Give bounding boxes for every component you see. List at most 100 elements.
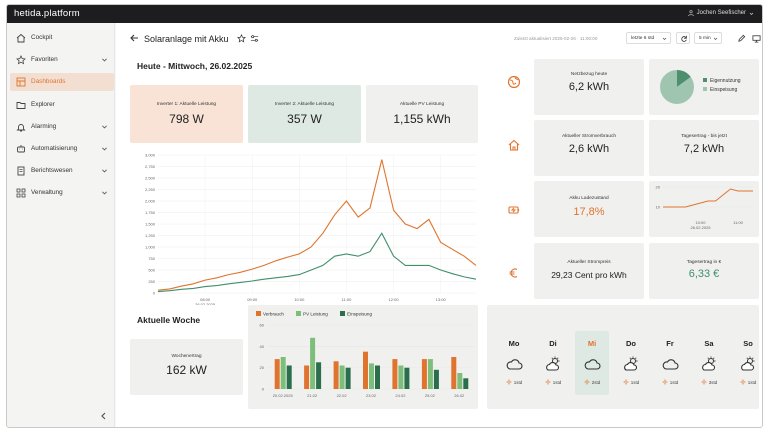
tagesertrag-card: Tagesertrag - bis jetzt 7,2 kWh — [649, 120, 759, 176]
star-icon — [16, 55, 26, 65]
settings-sliders-icon[interactable] — [250, 34, 259, 43]
y-tick-label: 2,750 — [145, 164, 156, 169]
sidebar-item-dashboards[interactable]: Dashboards — [10, 73, 114, 92]
sidebar-item-cockpit[interactable]: Cockpit — [10, 29, 114, 47]
strompreis-card: Aktueller Strompreis 29,23 Cent pro kWh — [534, 243, 644, 299]
chevron-down-icon[interactable] — [101, 145, 108, 152]
x-tick-label: 11:00 — [342, 297, 352, 302]
y-tick-label: 20 — [260, 365, 265, 370]
favorite-star-icon[interactable] — [237, 34, 246, 43]
forecast-day-name: Di — [549, 339, 557, 348]
forecast-day: Di 1std — [536, 331, 570, 395]
chevron-down-icon[interactable] — [101, 56, 108, 63]
app-logo[interactable]: hetida.platform — [14, 8, 80, 19]
sidebar-item-alarming[interactable]: Alarming — [10, 118, 114, 136]
time-range-select[interactable]: letzte 6 std — [626, 32, 671, 44]
sidebar-item-label: Dashboards — [31, 78, 66, 86]
inverter2-label: Inverter 2: Aktuelle Leistung — [274, 102, 335, 107]
bar — [274, 359, 280, 389]
x-tick-label: 25.02 — [425, 393, 436, 398]
sidebar-item-verwaltung[interactable]: Verwaltung — [10, 184, 114, 202]
edit-pencil-icon[interactable] — [737, 34, 746, 43]
bar — [451, 357, 457, 389]
chevron-down-icon[interactable] — [101, 167, 108, 174]
legend-label: Einspeisung — [710, 87, 737, 93]
sidebar-item-favoriten[interactable]: Favoriten — [10, 51, 114, 69]
sidebar-item-label: Verwaltung — [31, 189, 63, 197]
y-tick-label: 500 — [148, 268, 155, 273]
eigennutzung-pie-chart: Eigennutzung Einspeisung — [659, 70, 741, 104]
y-tick-label: 2,500 — [145, 176, 156, 181]
strompreis-label: Aktueller Strompreis — [567, 260, 611, 265]
x-tick-label: 12:00 — [389, 297, 400, 302]
forecast-day: Sa 3std — [692, 331, 726, 395]
user-menu[interactable]: Jochen Seefischer — [687, 10, 754, 16]
forecast-day-name: Mo — [508, 339, 520, 348]
bar — [304, 365, 310, 389]
netzbezug-card: Netzbezug heute 6,2 kWh — [534, 59, 644, 115]
cloud-icon — [506, 359, 523, 370]
bar — [404, 367, 410, 389]
forecast-day: Mo 1std — [497, 331, 531, 395]
y-tick-label: 1,250 — [145, 233, 156, 238]
bar — [316, 362, 322, 389]
legend-swatch — [703, 87, 707, 91]
x-tick-label: 10:00 — [294, 297, 305, 302]
forecast-sun-hours: 1std — [614, 379, 648, 385]
user-icon — [687, 10, 694, 16]
y-tick-label: 20 — [656, 185, 661, 190]
folder-icon — [16, 101, 26, 109]
sidebar-item-berichtswesen[interactable]: Berichtswesen — [10, 162, 114, 180]
pv-power-card: Aktuelle PV Leistung 1,155 kWh — [366, 85, 478, 143]
y-tick-label: 3,000 — [145, 153, 156, 158]
forecast-day-name: So — [743, 339, 753, 348]
pie-slice — [677, 70, 691, 87]
forecast-hours-value: 1std — [747, 380, 757, 385]
dashboard-main: Solaranlage mit Akku Zuletzt aktualisier… — [116, 23, 762, 427]
y-tick-label: 10 — [656, 205, 661, 210]
collapse-sidebar-icon[interactable] — [99, 411, 109, 421]
y-tick-label: 60 — [260, 323, 265, 328]
refresh-button[interactable] — [676, 32, 690, 44]
x-tick-label: 09:00 — [247, 297, 258, 302]
euro-icon — [509, 268, 518, 278]
refresh-interval-select[interactable]: 5 min — [694, 32, 722, 44]
sun-icon — [623, 379, 629, 385]
pv-power-value: 1,155 kWh — [393, 112, 451, 126]
display-mode-icon[interactable] — [752, 34, 761, 43]
x-tick-label: 08:00 — [200, 297, 211, 302]
chevron-down-icon[interactable] — [101, 189, 108, 196]
y-tick-label: 750 — [148, 256, 155, 261]
legend-swatch — [340, 311, 345, 316]
bar — [369, 363, 374, 389]
y-tick-label: 0 — [262, 387, 265, 392]
forecast-day: Do 1std — [614, 331, 648, 395]
bar — [280, 357, 286, 389]
x-tick-label: 23.02 — [366, 393, 377, 398]
bar — [463, 378, 469, 389]
y-tick-label: 0 — [153, 291, 156, 296]
sun-cloud-icon — [546, 356, 560, 371]
x-tick-label: 13:00 — [436, 297, 447, 302]
chevron-down-icon — [713, 37, 718, 41]
ertrag-eur-label: Tagesertrag in € — [686, 260, 722, 265]
legend-label: Eigennutzung — [710, 78, 741, 84]
report-icon — [17, 166, 25, 176]
legend-label: Einspeisung — [347, 312, 372, 317]
x-tick-sublabel: 26.02.2025 — [690, 225, 711, 230]
forecast-sun-hours: 2std — [575, 379, 609, 385]
chevron-down-icon[interactable] — [101, 123, 108, 130]
cloud-icon — [662, 359, 679, 370]
x-tick-label: 22.02 — [337, 393, 348, 398]
sidebar: Cockpit Favoriten Dashboards Explorer Alarmi… — [7, 23, 115, 427]
back-arrow-icon[interactable] — [129, 33, 139, 43]
dashboard-icon — [16, 77, 26, 87]
bar — [457, 373, 463, 389]
home-icon — [16, 33, 26, 43]
forecast-hours-value: 2std — [591, 380, 601, 385]
akku-line-chart: 10 20 10:00 11:00 26.02.2025 — [656, 185, 753, 230]
sidebar-item-automatisierung[interactable]: Automatisierung — [10, 140, 114, 158]
pie-slice — [659, 70, 694, 104]
sidebar-item-explorer[interactable]: Explorer — [10, 96, 114, 114]
wochenertrag-card: Wochenertrag 162 kW — [130, 339, 243, 395]
